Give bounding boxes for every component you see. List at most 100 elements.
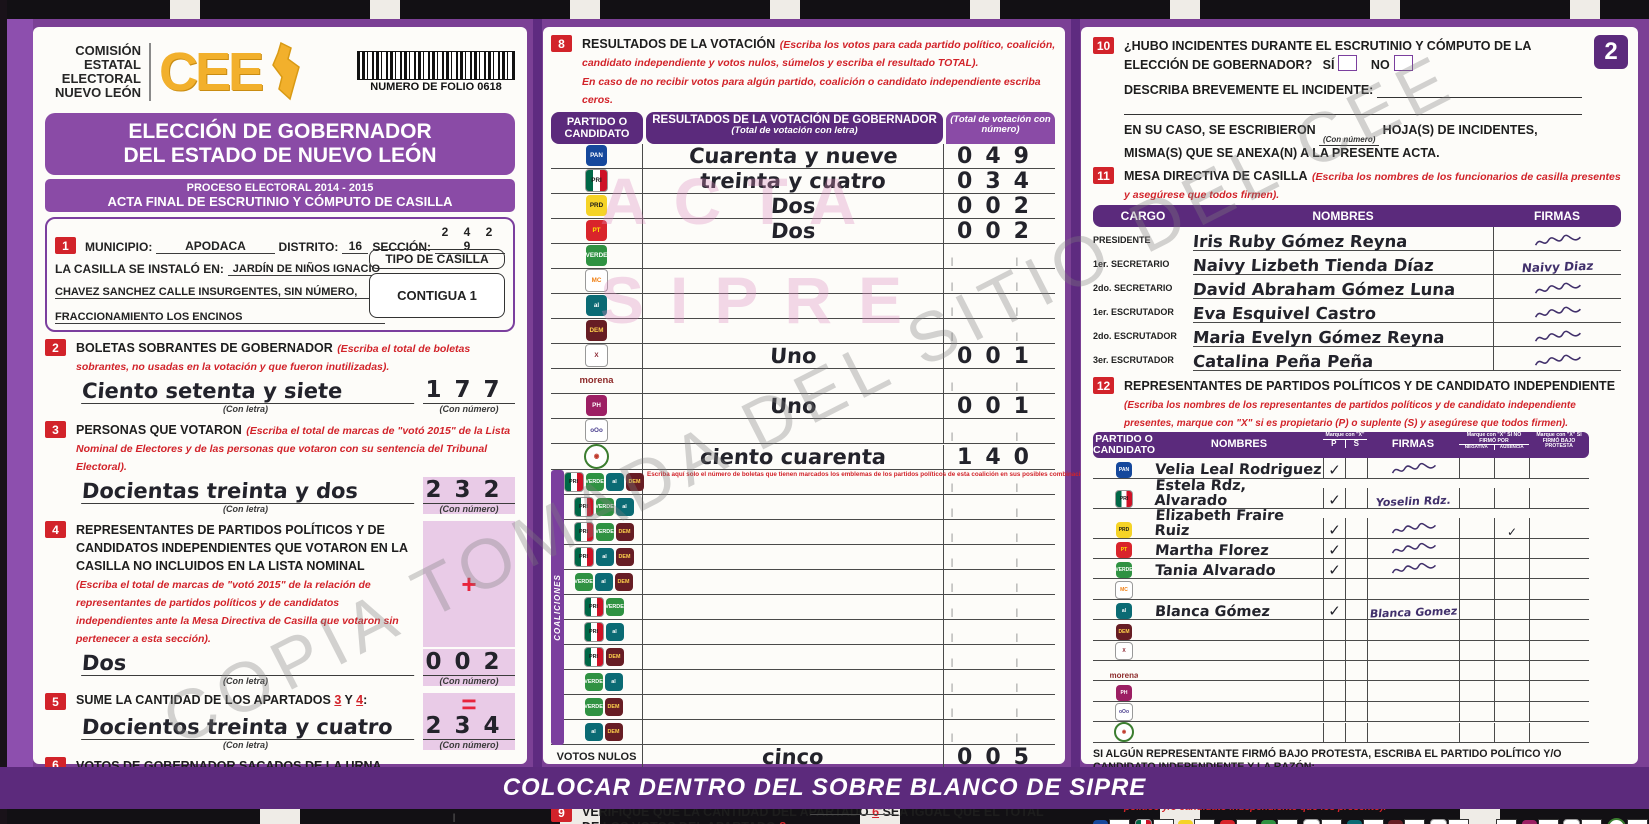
header-nombres: NOMBRES (1155, 432, 1323, 459)
rep-row-dem: DEM (1093, 620, 1626, 641)
section-11-badge: 11 (1093, 167, 1114, 185)
section-3-title: PERSONAS QUE VOTARON (76, 423, 242, 438)
equals-sign: = (461, 689, 477, 720)
party-logo-cruzada-icon: X (1115, 641, 1133, 660)
party-logo-cruzada-icon: X (585, 344, 608, 368)
mesa-table-header: CARGO NOMBRES FIRMAS (1093, 205, 1626, 228)
cargo-label: 1er. ESCRUTADOR (1093, 306, 1174, 317)
party-logo-pt-icon: PT (586, 220, 607, 242)
party-logo-alianza-icon: al (594, 572, 613, 591)
section-5-badge: 5 (45, 693, 66, 711)
result-numero: 049 (957, 143, 1042, 169)
propietario-check: ✓ (1328, 520, 1341, 539)
results-table: PARTIDO O CANDIDATO RESULTADOS DE LA VOT… (551, 111, 1095, 815)
cargo-label: 1er. SECRETARIO (1093, 258, 1170, 269)
protest-count-box (1277, 819, 1299, 824)
boletas-sobrantes-letra: Ciento setenta y siete (81, 379, 416, 405)
title-line2: DEL ESTADO DE NUEVO LEÓN (123, 144, 437, 168)
instalada-value: JARDÍN DE NIÑOS IGNACIO (227, 263, 385, 277)
distrito-label: DISTRITO: (278, 240, 339, 255)
votos-nulos-label: VOTOS NULOS (556, 750, 637, 763)
rep-row-prd: PRD Elizabeth Fraire Ruiz ✓ ✓ (1093, 508, 1626, 539)
signature-scribble-icon (1534, 283, 1581, 295)
protest-item-dem: DEM (1388, 819, 1426, 824)
party-logo-dem-icon: DEM (1116, 623, 1132, 640)
coalition-row: PRI VERDE al DEM | | (551, 469, 1057, 495)
con-numero-label: (Con número) (439, 404, 499, 415)
funcionario-nombre: Naivy Lizbeth Tienda Díaz (1192, 255, 1435, 275)
propietario-check: ✓ (1328, 602, 1341, 621)
party-logo-morena-icon: morena (1109, 671, 1139, 681)
rep-row-alianza: al Blanca Gómez ✓ Blanca Gomez (1093, 599, 1626, 621)
boletas-sobrantes-numero: 177 (423, 377, 515, 405)
representantes-numero-box: 002 (Con número) (423, 649, 515, 687)
party-logo-pri-icon: PRI (573, 521, 594, 542)
rep-row-indep: ◉ (1093, 722, 1626, 744)
result-letra: ciento cuarenta (699, 444, 887, 469)
result-numero: 001 (957, 393, 1042, 419)
plus-sign-box: + (423, 521, 515, 648)
party-logo-alianza-icon: al (615, 497, 634, 516)
section-5-title: SUME LA CANTIDAD DE LOS APARTADOS 3 Y 4: (76, 693, 368, 708)
header-firmas: FIRMAS (1493, 205, 1621, 228)
party-logo-pes-icon: oOo (1115, 703, 1133, 722)
representante-nombre: Velia Leal Rodriguez (1154, 462, 1323, 479)
section-12-representantes: 12 REPRESENTANTES DE PARTIDOS POLÍTICOS … (1093, 377, 1626, 430)
result-numero: 002 (957, 193, 1042, 219)
signature-scribble-icon (1391, 522, 1436, 534)
section-2-badge: 2 (45, 339, 66, 357)
protest-count-box (1626, 819, 1648, 824)
cargo-label: 2do. SECRETARIO (1093, 282, 1173, 293)
results-row-mc: MC | | (551, 268, 1057, 294)
folio-number: NUMERO DE FOLIO 0618 (370, 81, 502, 93)
election-title: ELECCIÓN DE GOBERNADOR DEL ESTADO DE NUE… (45, 113, 515, 176)
party-logo-verde-icon: VERDE (585, 472, 604, 491)
result-numero: 002 (957, 218, 1042, 244)
section-12-badge: 12 (1093, 377, 1114, 395)
digit-ticks: | | (950, 531, 1049, 542)
section-8-resultados: 8 RESULTADOS DE LA VOTACIÓN (Escriba los… (551, 35, 1057, 109)
party-logo-alianza-icon: al (1116, 603, 1132, 620)
party-logo-pt-icon: PT (1219, 820, 1235, 824)
section-4-badge: 4 (45, 521, 66, 539)
digit-ticks: | | (950, 330, 1049, 341)
results-table-header: PARTIDO O CANDIDATO RESULTADOS DE LA VOT… (551, 111, 1057, 144)
mesa-row: 1er. SECRETARIO Naivy Lizbeth Tienda Díaz… (1093, 251, 1626, 276)
section-8-badge: 8 (551, 35, 572, 52)
signature-scribble-icon (1534, 355, 1581, 367)
hojas-blank: (Con número) (1319, 125, 1380, 146)
protest-count-box (1152, 819, 1174, 824)
mesa-table: CARGO NOMBRES FIRMAS PRESIDENTE Iris Ruby… (1093, 205, 1626, 372)
nuevo-leon-shape-icon (272, 41, 300, 101)
results-row-humanista: PH Uno 001 (551, 393, 1057, 419)
signature-scribble-icon (1534, 235, 1581, 247)
rep-row-cruzada: X (1093, 640, 1626, 661)
scan-margin-left (7, 19, 33, 809)
suma-numero: 234 (423, 713, 515, 740)
protest-count-box (1496, 819, 1518, 824)
coalition-row: VERDE DEM | | (551, 694, 1057, 720)
mesa-row: 3er. ESCRUTADOR Catalina Peña Peña (1093, 347, 1626, 372)
commission-name: COMISIÓN ESTATAL ELECTORAL NUEVO LEÓN (55, 42, 141, 101)
personas-votaron-numero: 232 (423, 477, 515, 505)
protest-item-pt: PT (1219, 819, 1257, 824)
protest-item-pri: PRI (1134, 819, 1174, 824)
representantes-letra: Dos (81, 651, 416, 677)
section-4-representantes-votaron: 4 REPRESENTANTES DE PARTIDOS POLÍTICOS Y… (45, 521, 515, 687)
no-checkbox (1393, 55, 1413, 71)
firma: Blanca Gomez (1369, 604, 1458, 621)
personas-votaron-numero-box: 232 (Con número) (423, 477, 515, 515)
party-logo-pri-icon: PRI (573, 496, 594, 517)
direccion-line2: CHAVEZ SANCHEZ CALLE INSURGENTES, SIN NÚ… (55, 286, 385, 300)
results-row-pes: oOo | | (551, 418, 1057, 444)
party-logo-dem-icon: DEM (615, 547, 634, 566)
party-logo-verde-icon: VERDE (1261, 820, 1277, 824)
section-8-note2: En caso de no recibir votos para algún p… (582, 75, 1041, 107)
con-numero-label: (Con número) (439, 504, 499, 515)
coalition-row: PRI DEM | | (551, 644, 1057, 670)
results-row-indep: ◉ ciento cuarenta 140 (551, 443, 1057, 470)
votos-nulos-letra: cinco (761, 744, 825, 769)
party-logo-verde-icon: VERDE (595, 522, 614, 541)
